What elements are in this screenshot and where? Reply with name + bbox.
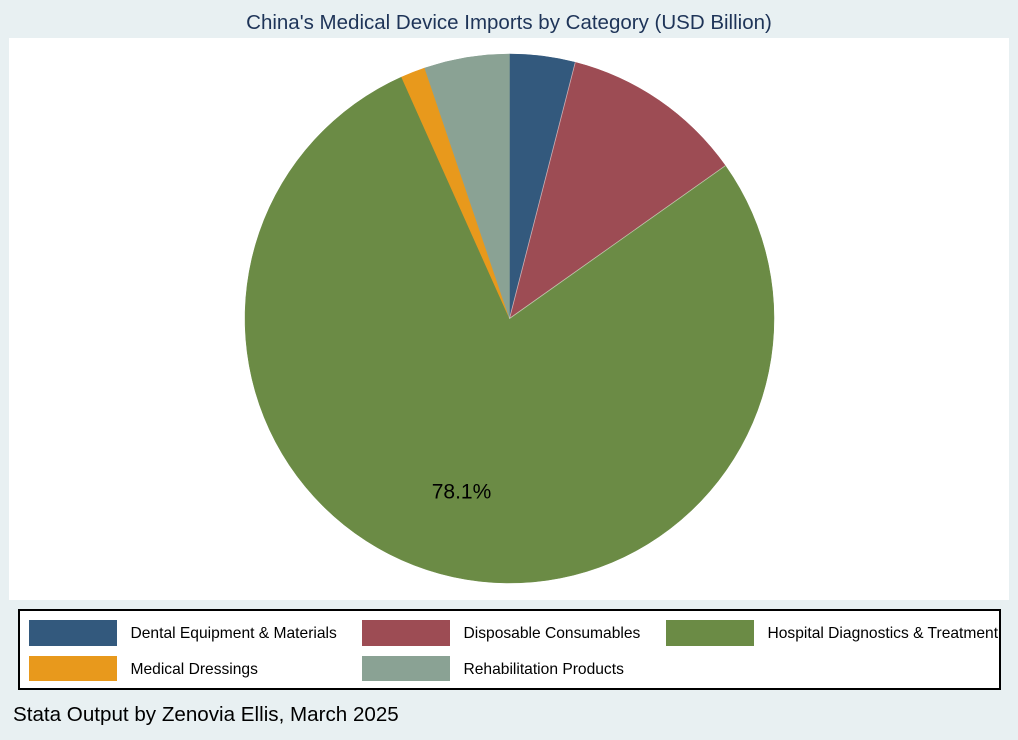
svg-text:78.1%: 78.1% bbox=[432, 481, 492, 504]
